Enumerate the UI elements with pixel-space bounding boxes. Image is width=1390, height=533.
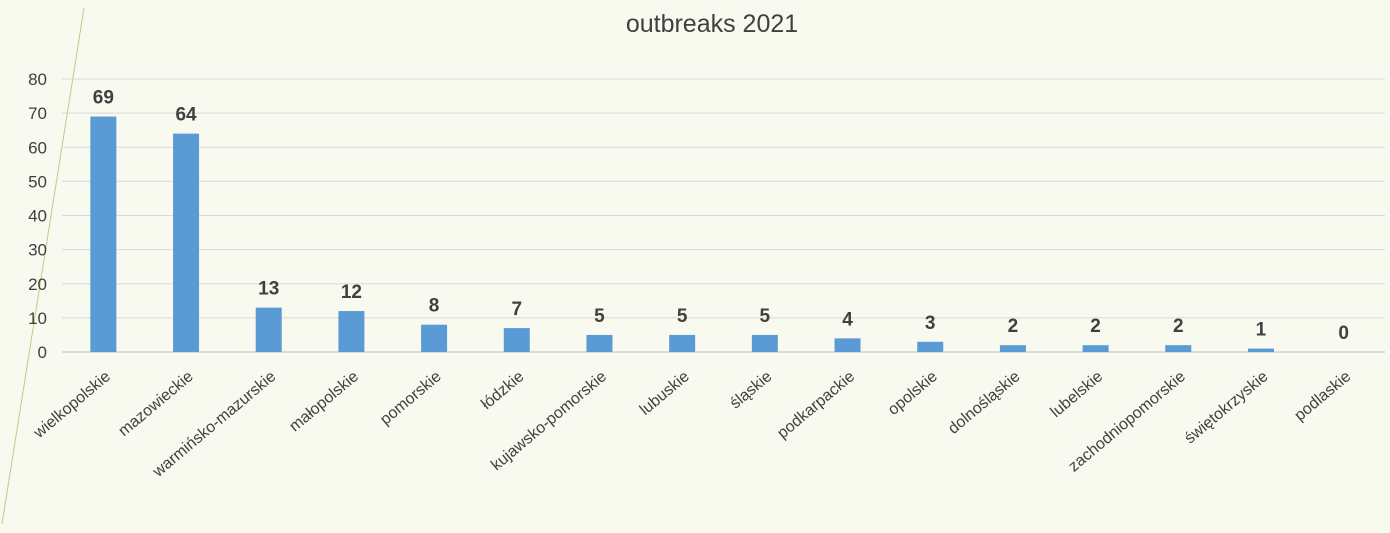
y-tick-label: 10 [28,309,47,328]
x-tick-label: lubuskie [637,368,693,419]
x-axis-ticks: wielkopolskie mazowieckiewarmińsko-mazurs… [30,368,1354,481]
data-label: 1 [1256,320,1267,341]
x-tick-label: podlaskie [1292,368,1355,425]
data-labels: 69 64 13 12 8 7 5 5 5 4 3 2 2 2 1 0 [93,88,1349,344]
bar-5 [503,328,530,352]
x-tick-label: małopolskie [286,368,362,435]
bar-14 [1247,348,1274,352]
data-label: 8 [429,296,440,317]
x-tick-label: opolskie [885,368,941,419]
data-label: 7 [511,299,522,320]
x-tick-label: mazowieckie [116,368,197,440]
bar-11 [999,345,1026,352]
bars [90,116,1274,352]
data-label: 2 [1173,316,1184,337]
x-tick-label: wielkopolskie [30,368,114,442]
bar-6 [586,334,613,352]
y-tick-label: 50 [28,172,47,191]
x-tick-label: pomorskie [377,368,445,429]
decorative-slide-line [1,7,85,525]
y-tick-label: 0 [38,343,47,362]
bar-2 [255,307,282,352]
bar-4 [421,324,448,352]
data-label: 12 [341,282,362,303]
bar-0 [90,116,117,352]
y-tick-label: 60 [28,138,47,157]
data-label: 64 [175,105,197,126]
data-label: 5 [677,306,688,327]
bar-7 [669,334,696,352]
bar-8 [751,334,778,352]
bar-1 [173,133,200,352]
data-label: 2 [1008,316,1019,337]
y-tick-label: 20 [28,275,47,294]
data-label: 2 [1090,316,1101,337]
data-label: 69 [93,88,114,109]
x-tick-label: łódzkie [478,368,527,413]
y-tick-label: 40 [28,207,47,226]
data-label: 3 [925,313,936,334]
x-tick-label: świętokrzyskie [1182,368,1272,447]
bar-9 [834,338,861,352]
x-tick-label: podkarpackie [774,368,858,442]
x-tick-label: śląskie [727,368,775,413]
x-tick-label: dolnośląskie [945,368,1023,438]
data-label: 0 [1338,323,1349,344]
y-axis-ticks: 0 10 20 30 40 50 60 70 80 [28,70,47,362]
bar-13 [1165,345,1192,352]
y-tick-label: 80 [28,70,47,89]
y-tick-label: 70 [28,104,47,123]
bar-12 [1082,345,1109,352]
y-tick-label: 30 [28,241,47,260]
data-label: 4 [842,309,853,330]
bar-3 [338,311,365,352]
chart-title: outbreaks 2021 [626,10,798,38]
gridlines [62,78,1385,353]
data-label: 5 [760,306,771,327]
x-tick-label: lubelskie [1048,368,1107,421]
data-label: 5 [594,306,605,327]
bar-10 [917,341,944,352]
data-label: 13 [258,279,279,300]
